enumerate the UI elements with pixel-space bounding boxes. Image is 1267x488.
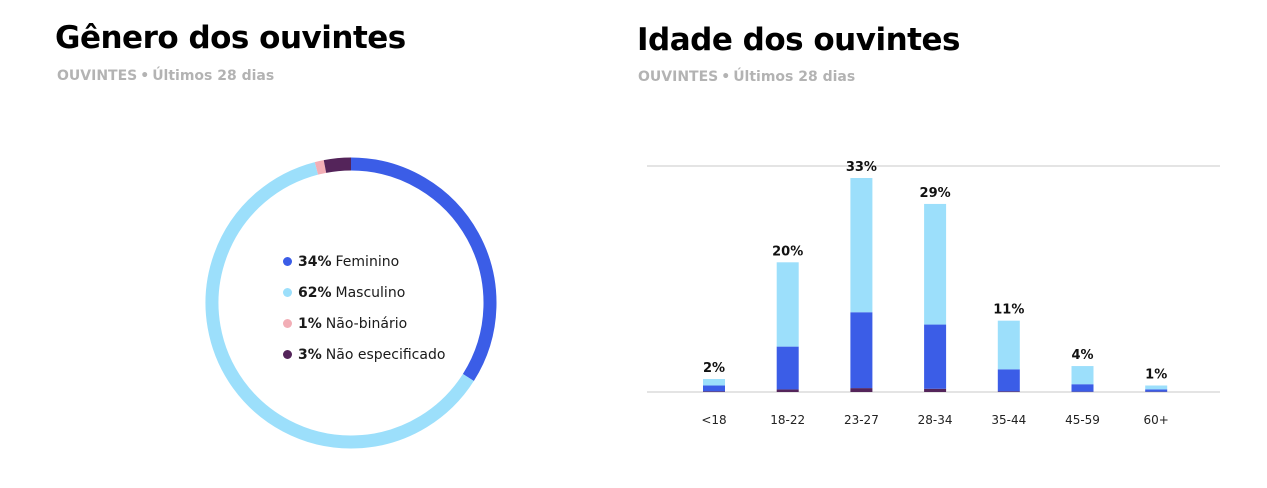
bar-segment-18-22	[776, 262, 799, 347]
legend-label: Não especificado	[325, 346, 446, 363]
bar-segment-<18	[703, 385, 725, 392]
age-chart-title: Idade dos ouvintes	[637, 22, 960, 58]
x-tick-label: 23-27	[844, 413, 879, 427]
age-panel: Idade dos ouvintes OUVINTES • Últimos 28 d…	[620, 0, 1267, 488]
bar-segment-60+	[1145, 385, 1168, 390]
age-chart-subtitle: OUVINTES • Últimos 28 dias	[638, 69, 856, 85]
bar-value-label: 11%	[993, 303, 1024, 318]
x-tick-label: 35-44	[991, 413, 1026, 427]
bar-segment-35-44	[997, 320, 1020, 370]
bar-segment-18-22	[776, 389, 799, 392]
legend-dot-icon	[283, 319, 292, 328]
legend-item: 1% Não-binário	[283, 308, 445, 339]
bar-segment-45-59	[1071, 384, 1094, 392]
bar-value-label: 2%	[703, 361, 725, 376]
bar-value-label: 33%	[846, 160, 877, 175]
legend-label: Masculino	[335, 284, 406, 301]
bar-segment-28-34	[924, 203, 947, 325]
legend-dot-icon	[283, 350, 292, 359]
gender-subtitle-period: Últimos 28 dias	[152, 68, 275, 84]
legend-label: Não-binário	[325, 315, 408, 332]
gender-chart-title: Gênero dos ouvintes	[55, 20, 406, 56]
bar-value-label: 1%	[1145, 368, 1167, 383]
legend-item: 62% Masculino	[283, 277, 445, 308]
x-tick-label: 45-59	[1065, 413, 1100, 427]
age-bar-chart: 2% <18 20% 18-22 33% 23-27 29% 28-34 11% 35-44 4% 4…	[647, 160, 1220, 427]
x-tick-label: 18-22	[770, 413, 805, 427]
age-subtitle-label: OUVINTES	[638, 69, 719, 85]
bar-segment-23-27	[850, 178, 873, 313]
bar-segment-<18	[703, 379, 725, 386]
bar-segment-28-34	[924, 388, 947, 392]
legend-percent: 1%	[298, 315, 322, 332]
bar-segment-35-44	[997, 369, 1020, 392]
legend-percent: 34%	[298, 253, 332, 270]
gender-chart-subtitle: OUVINTES • Últimos 28 dias	[57, 68, 275, 84]
bar-value-label: 29%	[920, 186, 951, 201]
bar-segment-45-59	[1071, 366, 1094, 385]
legend-item: 3% Não especificado	[283, 339, 445, 370]
bar-segment-28-34	[924, 324, 947, 389]
donut-slice-masculino	[205, 162, 474, 449]
donut-slice-n-o-especificado	[323, 157, 352, 173]
legend-percent: 62%	[298, 284, 332, 301]
legend-percent: 3%	[298, 346, 322, 363]
bar-segment-<18	[703, 391, 725, 392]
age-subtitle-period: Últimos 28 dias	[733, 69, 856, 85]
bar-value-label: 4%	[1071, 348, 1093, 363]
gender-panel: Gênero dos ouvintes OUVINTES • Últimos 28 …	[0, 0, 620, 488]
x-tick-label: <18	[701, 413, 726, 427]
gender-donut-chart	[205, 157, 497, 449]
bar-segment-60+	[1145, 389, 1168, 392]
legend-dot-icon	[283, 257, 292, 266]
x-tick-label: 28-34	[918, 413, 953, 427]
legend-item: 34% Feminino	[283, 246, 445, 277]
donut-slice-n-o-bin-rio	[314, 160, 327, 175]
bar-segment-35-44	[997, 391, 1020, 392]
donut-slice-feminino	[350, 157, 497, 381]
x-tick-label: 60+	[1144, 413, 1169, 427]
gender-subtitle-label: OUVINTES	[57, 68, 138, 84]
bar-segment-23-27	[850, 388, 873, 392]
bar-segment-23-27	[850, 312, 873, 389]
bar-value-label: 20%	[772, 244, 803, 259]
gender-legend: 34% Feminino 62% Masculino 1% Não-binário 3% Nã…	[283, 246, 445, 370]
bar-segment-18-22	[776, 346, 799, 390]
legend-label: Feminino	[335, 253, 400, 270]
legend-dot-icon	[283, 288, 292, 297]
